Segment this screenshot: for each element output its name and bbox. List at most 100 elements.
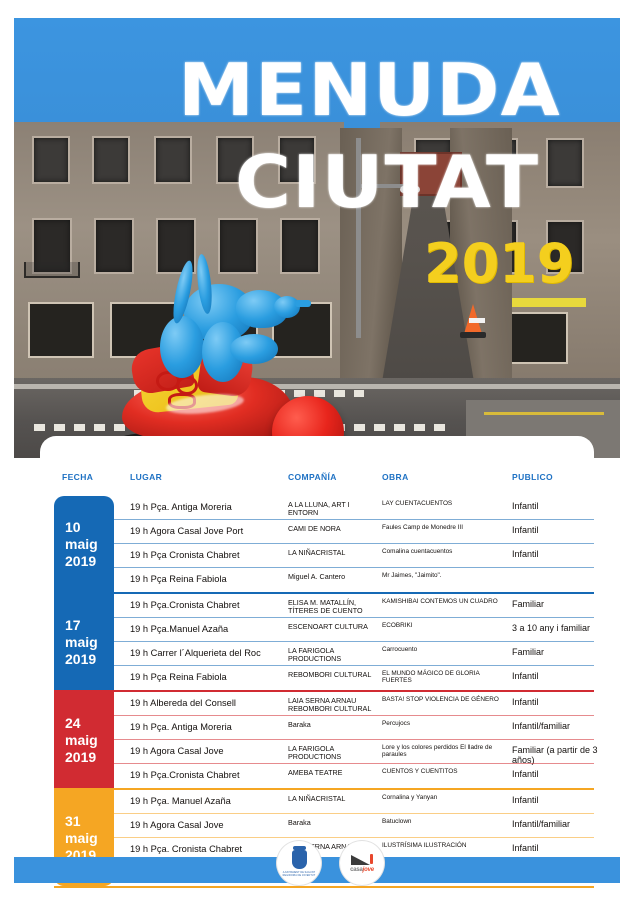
cell-publico: Infantil/familiar	[512, 721, 571, 731]
cell-obra: KAMISHIBAI CONTEMOS UN CUADRO	[382, 598, 498, 605]
casa-jove-triangle-icon	[351, 854, 370, 865]
window-icon	[218, 218, 258, 274]
cell-compania: Miguel A. Cantero	[288, 572, 346, 581]
table-row[interactable]: 19 h Pça.Cronista Chabret AMEBA TEATRE CUE…	[114, 764, 594, 788]
cell-obra: Mr Jaimes, "Jaimito".	[382, 572, 442, 579]
row-divider	[114, 763, 594, 764]
traffic-cone-band	[469, 318, 485, 323]
balloon-front-leg	[160, 316, 204, 378]
cell-obra: ECOBRIKI	[382, 622, 413, 629]
logo-city-label: AJUNTAMENT DE SAGUNT REGIDORIA DE JOVENT…	[282, 870, 316, 877]
cell-lugar: 19 h Pça Reina Fabiola	[130, 672, 227, 682]
cell-compania: LA NIÑACRISTAL	[288, 794, 346, 803]
cell-lugar: 19 h Carrer l´Alquerieta del Roc	[130, 648, 261, 658]
cell-obra: Batuclown	[382, 818, 412, 825]
cell-publico: Infantil	[512, 795, 539, 805]
table-row[interactable]: 19 h Pça Cronista Chabret LA NIÑACRISTAL C…	[114, 544, 594, 568]
cell-obra: Comalina cuentacuentos	[382, 548, 453, 555]
table-row[interactable]: 19 h Pça.Cronista Chabret ELISA M. MATALL…	[114, 594, 594, 618]
table-row[interactable]: 19 h Pça.Manuel Azaña ESCENOART CULTURA EC…	[114, 618, 594, 642]
traffic-cone-base	[460, 332, 486, 338]
schedule-group: 24 maig 2019 19 h Albereda del Consell LAIA …	[40, 692, 598, 788]
cell-publico: Familiar	[512, 599, 545, 609]
table-row[interactable]: 19 h Carrer l´Alquerieta del Roc LA FARIG…	[114, 642, 594, 666]
table-row[interactable]: 19 h Pça Reina Fabiola REBOMBORI CULTURAL…	[114, 666, 594, 690]
cell-lugar: 19 h Pça. Antiga Moreria	[130, 502, 232, 512]
cell-publico: Infantil	[512, 671, 539, 681]
cell-lugar: 19 h Agora Casal Jove Port	[130, 526, 244, 536]
cell-compania: REBOMBORI CULTURAL	[288, 670, 372, 679]
date-block-10: 10 maig 2019	[54, 496, 114, 592]
cell-compania: Baraka	[288, 720, 311, 729]
balloon-knot	[295, 300, 311, 307]
row-divider	[114, 567, 594, 568]
date-block-date-day: 17	[65, 616, 81, 633]
date-block-date-month: maig	[65, 633, 98, 650]
table-row[interactable]: 19 h Pça. Manuel Azaña LA NIÑACRISTAL Corn…	[114, 790, 594, 814]
casa-jove-exclamation-icon	[370, 853, 373, 864]
poster-title-line2: CIUTAT	[235, 140, 540, 224]
row-divider	[114, 519, 594, 520]
cell-lugar: 19 h Agora Casal Jove	[130, 820, 224, 830]
window-icon	[92, 136, 130, 184]
cell-publico: Infantil/familiar	[512, 819, 571, 829]
table-row[interactable]: 19 h Agora Casal Jove LA FARIGOLA PRODUCT…	[114, 740, 598, 765]
coat-of-arms-icon	[291, 845, 307, 869]
cell-compania: LA NIÑACRISTAL	[288, 548, 346, 557]
cell-obra: BASTA! STOP VIOLENCIA DE GÉNERO	[382, 696, 499, 703]
cell-publico: Familiar (a partir de 3 años)	[512, 745, 598, 765]
cell-compania: LA FARIGOLA PRODUCTIONS	[288, 646, 342, 663]
lamp-post	[356, 138, 361, 338]
table-row[interactable]: 19 h Agora Casal Jove Baraka Batuclown Infa…	[114, 814, 594, 838]
cell-compania: CAMI DE NORA	[288, 524, 341, 533]
yellow-road-line	[484, 412, 604, 415]
row-divider	[114, 813, 594, 814]
poster-title-line1: MENUDA	[178, 48, 561, 132]
cell-publico: Infantil	[512, 525, 539, 535]
cell-obra: EL MUNDO MÁGICO DE GLORIA FUERTES	[382, 670, 480, 684]
date-block-date-day: 24	[65, 714, 81, 731]
cell-compania: ESCENOART CULTURA	[288, 622, 368, 631]
cell-publico: Familiar	[512, 647, 545, 657]
date-block-17: 17 maig 2019	[54, 594, 114, 690]
column-header-lugar: LUGAR	[130, 472, 163, 482]
hero-photo	[14, 18, 620, 458]
cell-obra: CUENTOS Y CUENTITOS	[382, 768, 458, 775]
building-facade-left	[14, 122, 344, 382]
shop-window	[28, 302, 94, 358]
row-divider	[114, 739, 594, 740]
window-icon	[32, 136, 70, 184]
cell-publico: Infantil	[512, 769, 539, 779]
cell-compania: LAIA SERNA ARNAU REBOMBORI CULTURAL	[288, 696, 372, 713]
casa-jove-label-casa: casa	[350, 866, 363, 873]
date-block-date-year: 2019	[65, 748, 97, 765]
row-divider	[114, 617, 594, 618]
date-block-date-year: 2019	[65, 552, 97, 569]
table-row[interactable]: 19 h Pça Reina Fabiola Miguel A. Cantero M…	[114, 568, 594, 592]
cell-compania: Baraka	[288, 818, 311, 827]
cell-publico: Infantil	[512, 697, 539, 707]
cell-obra: Cornalina y Yanyan	[382, 794, 438, 801]
window-icon	[278, 136, 316, 184]
cell-obra: LAY CUENTACUENTOS	[382, 500, 453, 507]
casa-jove-label-jove: jove	[362, 866, 374, 873]
window-icon	[280, 218, 320, 274]
cell-compania: A LA LLUNA, ART I ENTORN	[288, 500, 350, 517]
schedule-group: 10 maig 2019 19 h Pça. Antiga Moreria A LA L…	[40, 496, 594, 592]
cell-lugar: 19 h Pça.Cronista Chabret	[130, 770, 240, 780]
column-header-publico: PUBLICO	[512, 472, 554, 482]
schedule-group: 17 maig 2019 19 h Pça.Cronista Chabret ELISA…	[40, 594, 594, 690]
cell-publico: Infantil	[512, 843, 539, 853]
column-header-compania: COMPAÑÍA	[288, 472, 337, 482]
group-divider	[54, 788, 594, 790]
table-row[interactable]: 19 h Agora Casal Jove Port CAMI DE NORA Fa…	[114, 520, 594, 544]
cell-obra: Lore y los colores perdidos El lladre de…	[382, 744, 493, 758]
table-row[interactable]: 19 h Albereda del Consell LAIA SERNA ARNA…	[114, 692, 594, 716]
date-block-date-month: maig	[65, 731, 98, 748]
table-row[interactable]: 19 h Pça. Antiga Moreria A LA LLUNA, ART …	[114, 496, 594, 520]
cell-compania: LA FARIGOLA PRODUCTIONS	[288, 744, 342, 761]
alley-street	[340, 128, 512, 382]
logo-city-council: AJUNTAMENT DE SAGUNT REGIDORIA DE JOVENT…	[277, 841, 321, 885]
balloon-dog-image	[132, 253, 312, 410]
table-row[interactable]: 19 h Pça. Antiga Moreria Baraka Percujocs I…	[114, 716, 594, 740]
